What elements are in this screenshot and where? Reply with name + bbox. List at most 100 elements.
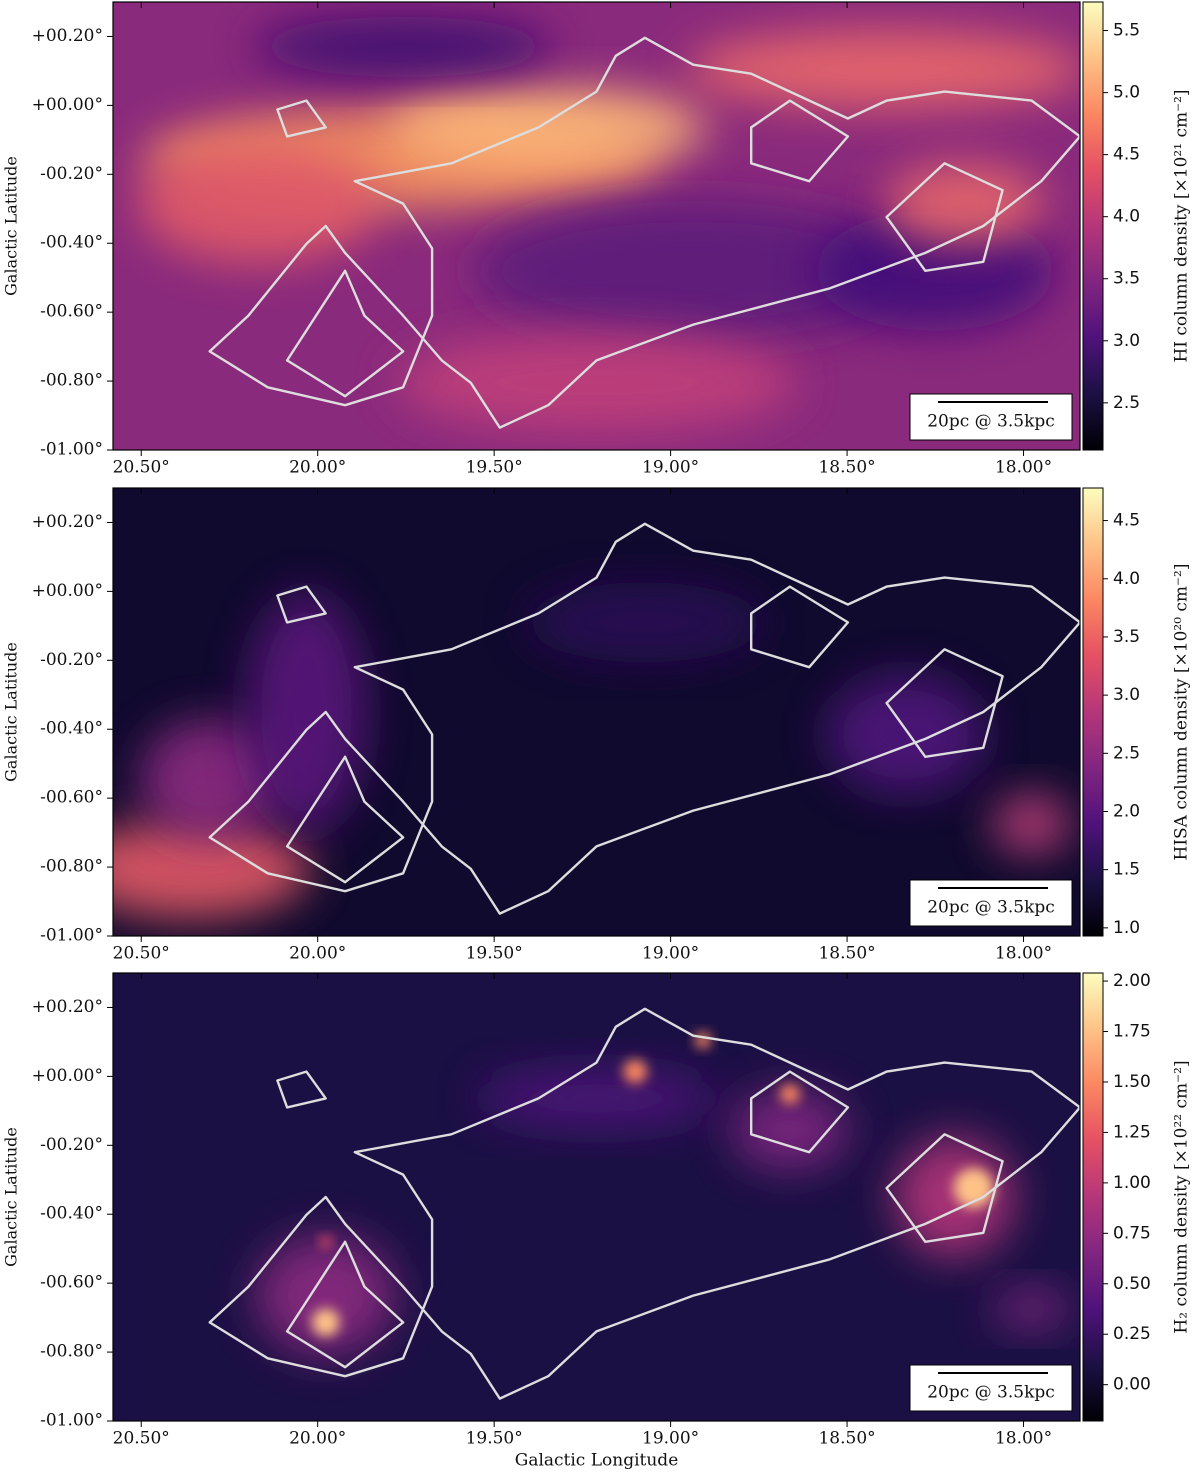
y-tick-label: +00.00° <box>32 95 103 115</box>
x-tick-label: 18.00° <box>995 944 1052 964</box>
emission <box>991 1289 1072 1329</box>
colorbar-tick-label: 1.25 <box>1113 1122 1151 1142</box>
y-tick-label: -00.20° <box>40 164 103 184</box>
emission <box>694 1032 711 1049</box>
x-tick-label: 20.00° <box>289 458 346 478</box>
y-tick-label: +00.20° <box>32 997 103 1017</box>
y-tick-label: -00.20° <box>40 1135 103 1155</box>
y-tick-label: -00.20° <box>40 650 103 670</box>
colorbar-tick-label: 3.5 <box>1113 627 1140 647</box>
emission <box>814 210 1055 331</box>
emission <box>113 818 311 919</box>
emission <box>686 29 1080 110</box>
colorbar-tick-label: 4.5 <box>1113 511 1140 531</box>
x-tick-label: 19.50° <box>466 944 523 964</box>
colorbar <box>1082 972 1104 1422</box>
contour <box>276 1070 327 1109</box>
y-tick-label: -01.00° <box>40 440 103 460</box>
colorbar-tick-label: 0.50 <box>1113 1274 1151 1294</box>
contour <box>750 1070 850 1154</box>
colorbar-tick-label: 1.5 <box>1113 860 1140 880</box>
scalebar: 20pc @ 3.5kpc <box>909 879 1073 927</box>
emission <box>894 1137 1015 1257</box>
contour <box>285 755 405 884</box>
colorbar-tick-label: 4.0 <box>1113 207 1140 227</box>
y-tick-label: -00.60° <box>40 302 103 322</box>
emission <box>311 1308 340 1337</box>
contour <box>885 1133 1004 1243</box>
contour <box>285 269 405 398</box>
y-tick-label: +00.00° <box>32 1066 103 1086</box>
emission <box>779 1083 800 1104</box>
contour <box>750 585 850 669</box>
colorbar-tick-label: 3.0 <box>1113 685 1140 705</box>
emission <box>388 87 709 168</box>
scalebar: 20pc @ 3.5kpc <box>909 393 1073 441</box>
colorbar-tick-label: 1.0 <box>1113 918 1140 938</box>
colorbar <box>1082 1 1104 451</box>
colorbar-tick-label: 4.0 <box>1113 569 1140 589</box>
y-tick-label: -00.80° <box>40 857 103 877</box>
colorbar-tick-label: 0.75 <box>1113 1223 1151 1243</box>
emission <box>246 592 367 832</box>
x-tick-label: 19.00° <box>642 458 699 478</box>
colorbar-tick-label: 0.00 <box>1113 1375 1151 1395</box>
x-tick-label: 19.50° <box>466 1429 523 1449</box>
contour <box>208 522 1080 915</box>
heatmap <box>113 488 1080 936</box>
colorbar <box>1082 487 1104 937</box>
colorbar-label: HISA column density [×10²⁰ cm⁻²] <box>1172 564 1192 861</box>
x-tick-label: 20.50° <box>113 944 170 964</box>
scalebar-label: 20pc @ 3.5kpc <box>927 898 1055 918</box>
colorbar-tick-label: 4.5 <box>1113 145 1140 165</box>
contour <box>276 99 327 138</box>
emission <box>253 16 554 77</box>
scalebar-label: 20pc @ 3.5kpc <box>927 1383 1055 1403</box>
emission <box>825 674 986 795</box>
frame <box>112 487 1081 937</box>
colorbar-tick-label: 2.5 <box>1113 393 1140 413</box>
contour <box>208 36 1080 429</box>
colorbar-label: HI column density [×10²¹ cm⁻²] <box>1172 89 1192 362</box>
y-tick-label: -00.80° <box>40 371 103 391</box>
y-tick-label: -00.40° <box>40 233 103 253</box>
x-tick-label: 19.00° <box>642 944 699 964</box>
emission <box>623 1059 648 1084</box>
emission <box>883 163 1044 244</box>
colorbar-tick-label: 1.00 <box>1113 1173 1151 1193</box>
emission <box>319 1235 332 1248</box>
x-tick-label: 20.00° <box>289 1429 346 1449</box>
y-tick-label: -01.00° <box>40 926 103 946</box>
emission <box>138 143 379 264</box>
y-tick-label: -00.40° <box>40 719 103 739</box>
x-tick-label: 18.00° <box>995 1429 1052 1449</box>
contour <box>276 585 327 624</box>
contour <box>285 1240 405 1369</box>
x-tick-label: 18.00° <box>995 458 1052 478</box>
x-axis-label: Galactic Longitude <box>515 1451 679 1471</box>
y-axis-label: Galactic Latitude <box>2 1127 21 1267</box>
colorbar-tick-label: 0.25 <box>1113 1324 1151 1344</box>
y-tick-label: -01.00° <box>40 1411 103 1431</box>
colorbar-tick-label: 3.0 <box>1113 331 1140 351</box>
x-tick-label: 20.50° <box>113 1429 170 1449</box>
y-tick-label: +00.20° <box>32 26 103 46</box>
colorbar-tick-label: 2.0 <box>1113 801 1140 821</box>
x-tick-label: 18.50° <box>818 1429 875 1449</box>
emission <box>476 1068 717 1129</box>
emission <box>473 200 914 341</box>
y-tick-label: -00.60° <box>40 1273 103 1293</box>
x-tick-label: 20.00° <box>289 944 346 964</box>
colorbar-tick-label: 1.75 <box>1113 1022 1151 1042</box>
y-tick-label: +00.00° <box>32 581 103 601</box>
y-axis-label: Galactic Latitude <box>2 642 21 782</box>
contour <box>750 99 850 183</box>
y-axis-label: Galactic Latitude <box>2 156 21 296</box>
y-tick-label: +00.20° <box>32 512 103 532</box>
emission <box>139 719 280 840</box>
x-tick-label: 19.00° <box>642 1429 699 1449</box>
colorbar-tick-label: 5.5 <box>1113 21 1140 41</box>
emission <box>729 1089 850 1170</box>
y-tick-label: -00.80° <box>40 1342 103 1362</box>
